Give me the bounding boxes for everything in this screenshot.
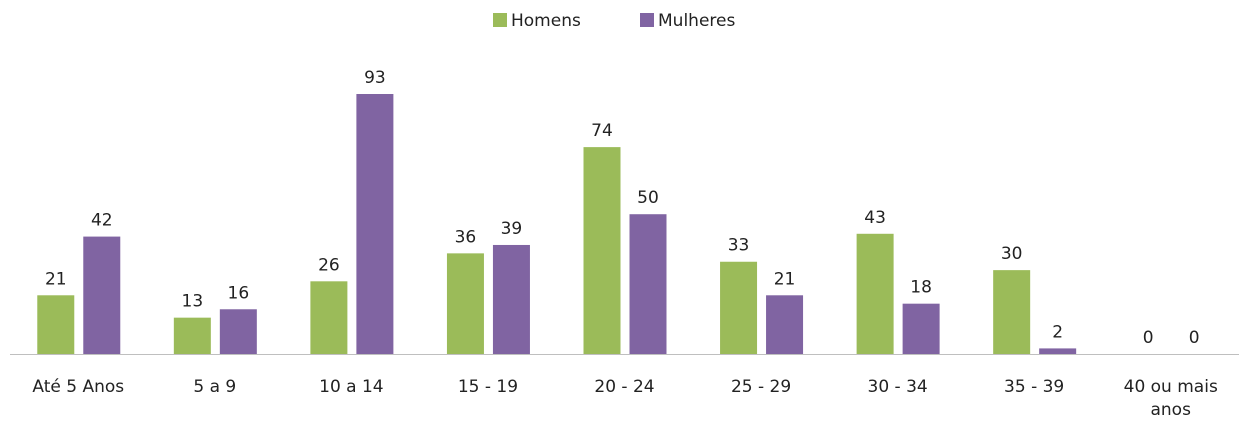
bar bbox=[492, 244, 530, 354]
bar bbox=[37, 295, 75, 354]
data-label: 43 bbox=[864, 208, 886, 228]
x-tick-label: 20 - 24 bbox=[594, 377, 655, 397]
x-tick-label: Até 5 Anos bbox=[32, 377, 125, 397]
data-label: 21 bbox=[774, 269, 796, 289]
x-tick-label: 25 - 29 bbox=[730, 377, 792, 397]
data-label: 26 bbox=[318, 255, 340, 275]
data-label: 18 bbox=[910, 278, 932, 298]
data-label: 30 bbox=[1001, 244, 1023, 264]
bar bbox=[720, 261, 758, 354]
bar bbox=[446, 253, 484, 354]
bar bbox=[356, 94, 394, 354]
x-tick-label: 5 a 9 bbox=[193, 377, 237, 397]
data-label: 2 bbox=[1052, 322, 1063, 342]
bar bbox=[583, 147, 621, 354]
bar bbox=[629, 214, 667, 354]
bar bbox=[83, 236, 121, 354]
data-label: 0 bbox=[1143, 328, 1154, 348]
legend-label: Mulheres bbox=[658, 11, 735, 31]
bar bbox=[1039, 348, 1077, 354]
x-tick-label: 10 a 14 bbox=[319, 377, 384, 397]
bar bbox=[856, 233, 894, 354]
bar bbox=[993, 270, 1031, 354]
data-label: 74 bbox=[591, 121, 613, 141]
data-label: 33 bbox=[728, 236, 750, 256]
legend-swatch bbox=[493, 13, 507, 27]
bar bbox=[310, 281, 348, 354]
legend-label: Homens bbox=[511, 11, 581, 31]
bar bbox=[902, 303, 940, 354]
data-label: 21 bbox=[45, 269, 67, 289]
data-label: 13 bbox=[182, 292, 204, 312]
bar bbox=[173, 317, 211, 354]
data-label: 36 bbox=[455, 227, 477, 247]
bar bbox=[766, 295, 804, 354]
data-label: 39 bbox=[501, 219, 523, 239]
data-label: 50 bbox=[637, 188, 659, 208]
legend-swatch bbox=[640, 13, 654, 27]
data-label: 42 bbox=[91, 211, 113, 231]
data-label: 93 bbox=[364, 68, 386, 88]
x-tick-label: 40 ou mais anos bbox=[1123, 377, 1218, 420]
data-label: 16 bbox=[228, 283, 250, 303]
data-label: 0 bbox=[1189, 328, 1200, 348]
x-tick-label: 35 - 39 bbox=[1004, 377, 1065, 397]
x-tick-label: 15 - 19 bbox=[457, 377, 519, 397]
bar bbox=[219, 309, 257, 354]
x-tick-label: 30 - 34 bbox=[867, 377, 928, 397]
